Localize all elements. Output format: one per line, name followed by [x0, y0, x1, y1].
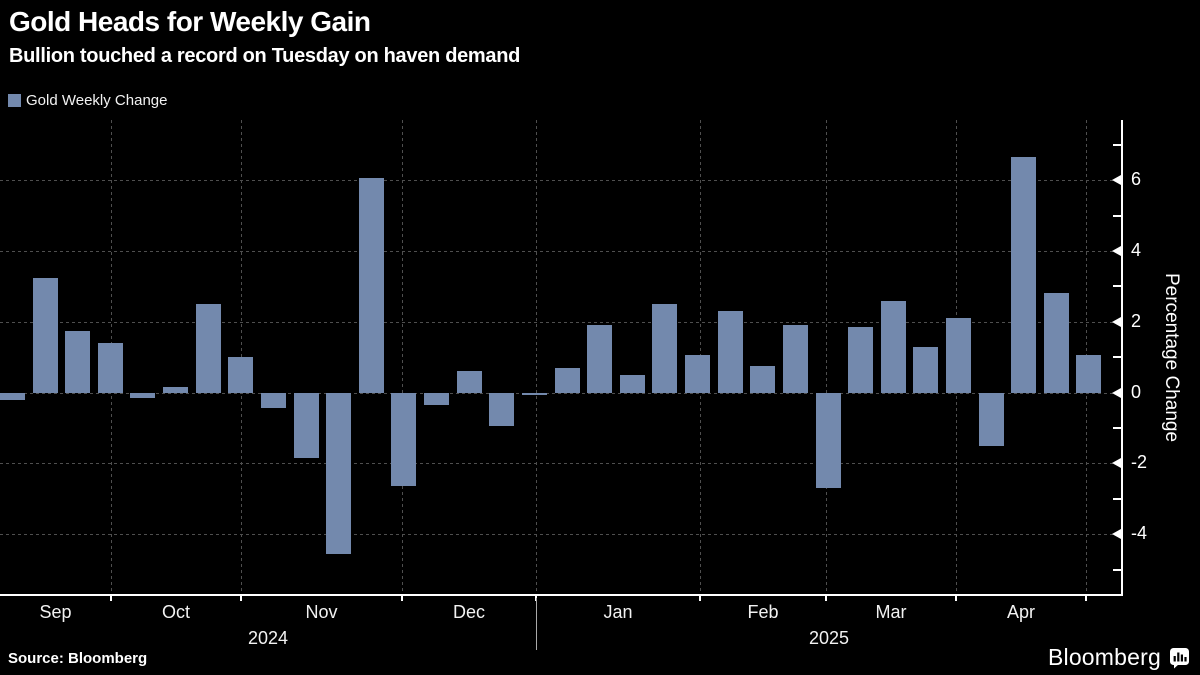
y-gridline — [0, 321, 1122, 323]
x-tick — [825, 595, 827, 601]
month-label: Mar — [875, 602, 907, 622]
legend-label: Gold Weekly Change — [26, 92, 168, 109]
plot-area: 6 4 2 0 -2 -4 Sep Oct Nov Dec Jan Feb Mar Apr 2024 202… — [0, 120, 1147, 650]
year-label: 2024 — [247, 628, 289, 648]
x-tick — [955, 595, 957, 601]
y-tick-label: 2 — [1131, 310, 1142, 331]
bar — [391, 392, 417, 487]
y-tick-minor — [1113, 426, 1121, 429]
bar — [293, 392, 319, 458]
x-tick — [401, 595, 403, 601]
bar — [97, 342, 123, 393]
month-label: Apr — [1006, 602, 1036, 622]
x-gridline — [402, 120, 403, 595]
bloomberg-terminal-icon — [1170, 647, 1189, 668]
bar — [358, 178, 384, 393]
x-axis-line — [0, 594, 1123, 596]
bar — [163, 387, 189, 393]
y-tick-major — [1112, 245, 1121, 256]
bar — [521, 392, 547, 395]
bar — [848, 327, 874, 393]
x-tick — [699, 595, 701, 601]
y-tick-minor — [1113, 568, 1121, 571]
bar — [228, 357, 254, 393]
y-tick-minor — [1113, 497, 1121, 500]
bar — [195, 304, 221, 393]
y-gridline — [0, 534, 1122, 536]
y-gridline — [0, 180, 1122, 182]
y-tick-label: 0 — [1131, 381, 1142, 402]
bar — [652, 304, 678, 393]
bar — [619, 374, 645, 393]
x-tick — [240, 595, 242, 601]
y-tick-major — [1112, 175, 1121, 186]
x-tick — [1085, 595, 1087, 601]
bar — [0, 392, 25, 400]
y-tick-label: -2 — [1131, 452, 1148, 473]
bloomberg-logo: Bloomberg — [1048, 644, 1190, 671]
x-gridline — [826, 120, 827, 595]
y-tick-minor — [1113, 143, 1121, 146]
bar — [65, 330, 91, 393]
bar — [130, 392, 156, 398]
bar — [913, 346, 939, 393]
bar — [587, 325, 613, 393]
month-label: Jan — [603, 602, 633, 622]
bar — [1011, 157, 1037, 393]
year-divider — [536, 598, 537, 650]
y-tick-minor — [1113, 214, 1121, 217]
y-tick-minor — [1113, 356, 1121, 359]
bar — [326, 392, 352, 554]
month-label: Feb — [747, 602, 779, 622]
y-gridline — [0, 463, 1122, 465]
bar — [32, 277, 58, 393]
month-label: Sep — [39, 602, 72, 622]
month-label: Nov — [305, 602, 338, 622]
source-text: Source: Bloomberg — [8, 650, 148, 667]
page-subtitle: Bullion touched a record on Tuesday on h… — [9, 45, 521, 67]
y-axis-title: Percentage Change — [1161, 272, 1182, 442]
y-gridline — [0, 250, 1122, 252]
bar — [782, 325, 808, 393]
bar — [685, 355, 711, 393]
bar — [456, 371, 482, 393]
legend: Gold Weekly Change — [8, 92, 167, 109]
bar — [424, 392, 450, 405]
x-tick — [110, 595, 112, 601]
bar — [1043, 293, 1069, 393]
y-tick-minor — [1113, 285, 1121, 288]
bar — [815, 392, 841, 489]
bar — [717, 311, 743, 393]
y-tick-major — [1112, 529, 1121, 540]
page-title: Gold Heads for Weekly Gain — [9, 6, 371, 37]
y-tick-major — [1112, 316, 1121, 327]
y-tick-label: -4 — [1131, 523, 1148, 544]
bar — [1076, 355, 1102, 393]
legend-swatch — [8, 94, 21, 107]
x-gridline — [536, 120, 537, 595]
bar — [978, 392, 1004, 446]
y-tick-label: 4 — [1131, 239, 1142, 260]
y-tick-label: 6 — [1131, 169, 1142, 190]
bar — [489, 392, 515, 427]
y-axis-line — [1121, 120, 1123, 596]
bar — [880, 300, 906, 393]
year-label: 2025 — [808, 628, 850, 648]
month-label: Dec — [452, 602, 486, 622]
bar — [554, 367, 580, 393]
y-tick-major — [1112, 458, 1121, 469]
bar — [750, 365, 776, 393]
bar — [945, 318, 971, 393]
bloomberg-logo-text: Bloomberg — [1047, 644, 1161, 670]
y-tick-major — [1112, 387, 1121, 398]
y-gridline — [0, 392, 1122, 394]
bar — [260, 392, 286, 409]
month-label: Oct — [161, 602, 191, 622]
